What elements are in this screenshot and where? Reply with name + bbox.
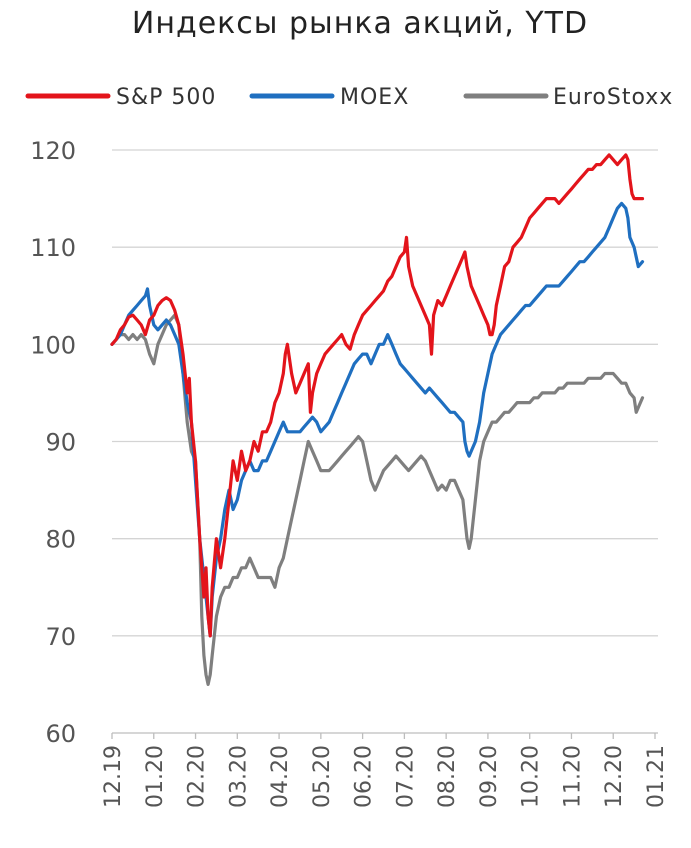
legend: S&P 500 MOEX EuroStoxx xyxy=(25,85,673,110)
x-tick-label: 12.20 xyxy=(602,745,627,808)
x-tick-label: 06.20 xyxy=(352,745,377,808)
y-tick-label: 70 xyxy=(45,623,76,651)
x-tick-label: 07.20 xyxy=(393,745,418,808)
x-tick-label: 11.20 xyxy=(560,745,585,808)
chart-title: Индексы рынка акций, YTD xyxy=(132,6,588,41)
x-tick-label: 05.20 xyxy=(310,745,335,808)
x-tick-label: 01.20 xyxy=(143,745,168,808)
x-tick-label: 01.21 xyxy=(644,745,669,808)
x-tick-label: 09.20 xyxy=(477,745,502,808)
y-tick-label: 60 xyxy=(45,720,76,748)
legend-label-sp500: S&P 500 xyxy=(116,85,216,110)
x-tick-label: 03.20 xyxy=(226,745,251,808)
x-tick-label: 08.20 xyxy=(435,745,460,808)
x-tick-label: 02.20 xyxy=(185,745,210,808)
series-lines xyxy=(110,153,645,686)
series-line-eurostoxx xyxy=(110,313,645,686)
legend-label-eurostoxx: EuroStoxx xyxy=(553,85,673,110)
y-tick-label: 110 xyxy=(30,234,76,262)
y-tick-label: 80 xyxy=(45,526,76,554)
x-tick-label: 12.19 xyxy=(101,745,126,808)
y-tick-label: 90 xyxy=(45,429,76,457)
series-line-sp500 xyxy=(110,153,645,638)
x-tick-label: 10.20 xyxy=(519,745,544,808)
y-axis: 60 70 80 90 100 110 120 xyxy=(30,137,76,748)
x-axis: 12.19 01.20 02.20 03.20 04.20 05.20 06.20 07.20… xyxy=(101,732,669,808)
y-tick-label: 120 xyxy=(30,137,76,165)
gridlines xyxy=(112,149,658,637)
legend-label-moex: MOEX xyxy=(340,85,409,110)
x-tick-label: 04.20 xyxy=(268,745,293,808)
y-tick-label: 100 xyxy=(30,331,76,359)
